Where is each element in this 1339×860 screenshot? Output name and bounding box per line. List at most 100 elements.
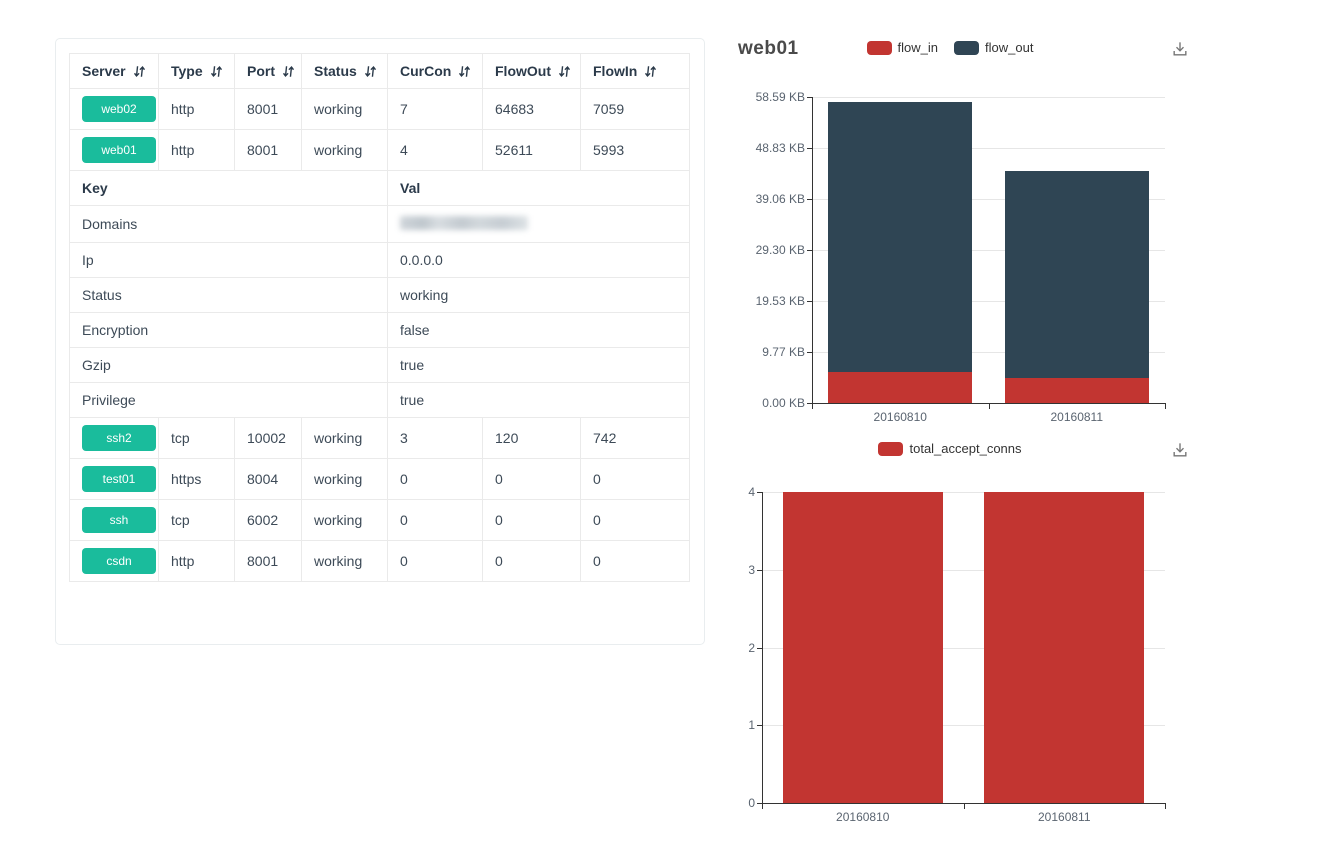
legend-color-chip	[878, 441, 904, 456]
y-axis-tick-label: 1	[748, 718, 755, 733]
legend-item-flow_out[interactable]: flow_out	[954, 40, 1033, 55]
kv-header-row: Key Val	[69, 170, 690, 206]
y-axis-tick	[757, 492, 762, 493]
cell-port: 6002	[234, 498, 302, 541]
kv-val: false	[387, 311, 690, 348]
kv-key: Status	[69, 276, 388, 313]
y-axis-tick-label: 9.77 KB	[762, 345, 805, 359]
y-axis-tick-label: 4	[748, 485, 755, 499]
column-header-curcon[interactable]: CurCon	[387, 53, 483, 89]
cell-flowin: 0	[580, 539, 690, 582]
sort-icon[interactable]	[132, 65, 146, 78]
cell-flowout: 64683	[482, 88, 581, 130]
y-axis-tick-label: 58.59 KB	[755, 90, 805, 104]
column-header-type[interactable]: Type	[158, 53, 235, 89]
cell-curcon: 0	[387, 457, 483, 500]
download-icon[interactable]	[1171, 40, 1189, 58]
kv-row: Ip 0.0.0.0	[69, 241, 690, 278]
cell-curcon: 0	[387, 539, 483, 582]
cell-server: test01	[69, 457, 159, 500]
column-header-label: FlowOut	[495, 63, 551, 79]
chart2-legend: total_accept_conns	[740, 441, 1160, 456]
sort-icon[interactable]	[557, 65, 571, 78]
server-badge[interactable]: ssh	[82, 506, 156, 533]
table-row: web01 http 8001 working 4 52611 5993	[69, 129, 690, 171]
y-axis-tick	[757, 803, 762, 804]
cell-flowout: 0	[482, 498, 581, 541]
bar-flow_in-20160810	[828, 372, 972, 403]
cell-type: http	[158, 129, 235, 171]
sort-icon[interactable]	[281, 65, 295, 78]
x-axis-tick-label: 20160811	[1038, 810, 1091, 824]
sort-icon[interactable]	[458, 65, 472, 78]
x-axis-line	[812, 403, 1166, 404]
kv-header-key: Key	[69, 170, 388, 206]
server-badge[interactable]: web01	[82, 137, 156, 163]
cell-server: web02	[69, 88, 159, 130]
table-body: web02 http 8001 working 7 64683 7059 web01 http 8…	[69, 88, 690, 582]
bar-total_accept_conns-20160810	[783, 492, 943, 803]
cell-type: tcp	[158, 498, 235, 541]
column-header-server[interactable]: Server	[69, 53, 159, 89]
kv-val	[387, 205, 690, 243]
y-axis-tick-label: 39.06 KB	[755, 192, 805, 206]
bar-flow_in-20160811	[1005, 378, 1149, 403]
y-axis-tick-label: 48.83 KB	[755, 141, 805, 155]
column-header-label: CurCon	[400, 63, 452, 79]
cell-curcon: 4	[387, 129, 483, 171]
gridline	[762, 647, 1165, 649]
table-header-row: Server Type Port Status CurCon FlowOut FlowIn	[69, 53, 690, 89]
y-axis-tick-label: 19.53 KB	[755, 294, 805, 308]
server-badge[interactable]: ssh2	[82, 424, 156, 451]
gridline	[812, 148, 1165, 149]
x-axis-tick	[812, 404, 813, 409]
table-row: csdn http 8001 working 0 0 0	[69, 539, 690, 582]
server-badge[interactable]: csdn	[82, 547, 156, 574]
table-row: ssh tcp 6002 working 0 0 0	[69, 498, 690, 541]
cell-flowout: 52611	[482, 129, 581, 171]
cell-type: https	[158, 457, 235, 500]
x-axis-tick-label: 20160810	[873, 410, 927, 424]
y-axis-tick	[757, 725, 762, 727]
cell-type: http	[158, 88, 235, 130]
y-axis-tick	[807, 97, 812, 98]
gridline	[762, 492, 1165, 493]
legend-label: flow_out	[985, 40, 1034, 55]
x-axis-tick	[1165, 804, 1166, 809]
kv-key: Privilege	[69, 381, 388, 418]
kv-val: 0.0.0.0	[387, 241, 690, 278]
cell-port: 8001	[234, 539, 302, 582]
x-axis-tick	[1165, 404, 1166, 409]
sort-icon[interactable]	[644, 65, 658, 78]
column-header-label: FlowIn	[593, 63, 638, 79]
table-row: web02 http 8001 working 7 64683 7059	[69, 88, 690, 130]
y-axis-tick-label: 0	[748, 796, 755, 810]
cell-status: working	[301, 416, 388, 459]
column-header-port[interactable]: Port	[234, 53, 302, 89]
y-axis-line	[812, 97, 813, 404]
cell-port: 8001	[234, 88, 302, 130]
sort-icon[interactable]	[209, 65, 223, 78]
kv-key: Gzip	[69, 346, 388, 383]
chart1-legend: flow_in flow_out	[740, 40, 1160, 55]
legend-item-total_accept_conns[interactable]: total_accept_conns	[878, 441, 1022, 456]
download-icon[interactable]	[1171, 441, 1189, 459]
column-header-flowout[interactable]: FlowOut	[482, 53, 581, 89]
column-header-label: Port	[247, 63, 275, 79]
column-header-status[interactable]: Status	[301, 53, 388, 89]
legend-color-chip	[866, 40, 892, 55]
sort-icon[interactable]	[363, 65, 377, 78]
x-axis-tick	[964, 804, 965, 809]
legend-color-chip	[954, 40, 980, 55]
column-header-label: Server	[82, 63, 126, 79]
legend-label: flow_in	[897, 40, 939, 55]
legend-item-flow_in[interactable]: flow_in	[866, 40, 939, 55]
cell-port: 8001	[234, 129, 302, 171]
server-badge[interactable]: test01	[82, 465, 156, 492]
y-axis-tick-label: 0.00 KB	[762, 396, 805, 410]
gridline	[762, 569, 1165, 571]
server-badge[interactable]: web02	[82, 96, 156, 122]
table-header: Server Type Port Status CurCon FlowOut FlowIn	[69, 53, 690, 89]
column-header-flowin[interactable]: FlowIn	[580, 53, 690, 89]
gridline	[812, 199, 1165, 200]
